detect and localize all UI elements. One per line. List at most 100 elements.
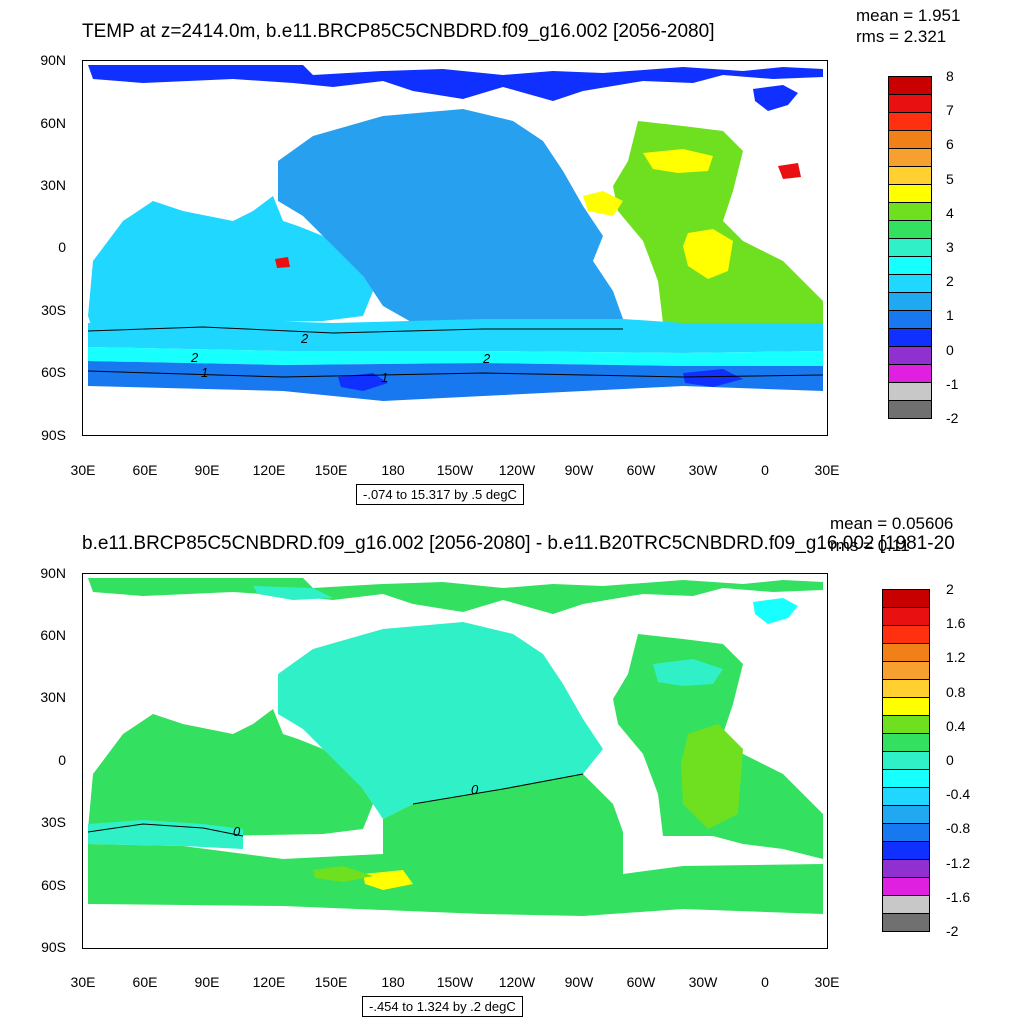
bottom-southern-light [313,866,373,882]
panel-bottom-colorbar-labels: 2 1.6 1.2 0.8 0.4 0 -0.4 -0.8 -1.2 -1.6 -2 [946,581,1016,941]
panel-bottom-lon-tick: 90W [564,974,594,990]
colorbar-label: -1.2 [946,854,971,871]
colorbar-cell [888,346,932,365]
panel-bottom-map-canvas: 0 0 [87,578,823,916]
panel-top-lon-tick: 60E [132,462,158,478]
panel-bottom-lon-tick: 120E [252,974,286,990]
bottom-contour-0-b [412,773,584,805]
top-contour-1 [87,370,824,378]
panel-top-lon-tick: 150W [436,462,474,478]
colorbar-cell [888,94,932,113]
panel-bottom-lat-tick: 60S [41,877,66,893]
colorbar-label: 3 [946,239,954,255]
bottom-contour-0 [87,823,244,837]
panel-bottom-lon-tick: 60W [626,974,656,990]
colorbar-label: 2 [946,273,954,290]
colorbar-cell [882,895,930,914]
colorbar-cell [888,238,932,257]
bottom-southern-green [88,844,823,916]
panel-bottom-lat-tick: 90S [41,939,66,955]
panel-bottom-lon-tick: 150W [436,974,474,990]
colorbar-cell [888,292,932,311]
colorbar-cell [882,787,930,806]
panel-bottom-lon-tick: 150E [314,974,348,990]
colorbar-cell [882,679,930,698]
panel-top-lat-tick: 30S [41,302,66,318]
top-red-spot-1 [275,257,290,268]
panel-bottom-colorbar [882,589,930,932]
colorbar-label: 1.6 [946,615,966,632]
colorbar-label: -1.6 [946,888,971,905]
bottom-contour-label: 0 [471,782,479,797]
colorbar-label: 2 [946,581,954,597]
panel-top-map-canvas: 2 2 1 2 1 [87,65,824,401]
panel-top-lat-tick: 60S [41,364,66,380]
colorbar-cell [882,661,930,680]
colorbar-cell [882,625,930,644]
top-contour-2 [87,326,623,334]
colorbar-cell [888,220,932,239]
bottom-southern-yellow [363,870,413,890]
top-red-spot-2 [778,163,801,179]
colorbar-label: -2 [946,410,959,426]
colorbar-label: 4 [946,204,954,221]
colorbar-label: 6 [946,136,954,153]
top-southern-band-light [88,319,823,353]
colorbar-cell [882,733,930,752]
colorbar-cell [888,328,932,347]
top-southern-band-cyan [88,347,823,366]
panel-bottom-mean: mean = 0.05606 [830,514,954,533]
colorbar-cell [888,76,932,95]
panel-top-colorbar [888,76,932,419]
panel-top-colorbar-labels: 8 7 6 5 4 3 2 1 0 -1 -2 [946,68,1006,428]
panel-top-lat-tick: 90S [41,427,66,443]
colorbar-cell [882,751,930,770]
colorbar-label: 1 [946,307,954,324]
colorbar-label: 0.4 [946,717,966,734]
panel-top-lat-tick: 60N [40,115,66,131]
top-contour-label: 2 [482,351,491,366]
panel-bottom-lon-tick: 30W [688,974,718,990]
colorbar-cell [882,805,930,824]
top-atlantic-tropical-yellow [683,229,733,279]
panel-top-lon-tick: 150E [314,462,348,478]
top-contour-label: 2 [300,331,309,346]
panel-bottom-map: 0 0 [82,573,828,949]
colorbar-cell [882,607,930,626]
colorbar-label: -0.4 [946,786,971,803]
top-arctic-patch [753,85,798,111]
panel-bottom-lon-tick: 120W [498,974,536,990]
panel-top-lon-tick: 30E [70,462,96,478]
panel-top-lon-tick: 30W [688,462,718,478]
top-southern-band-blue [88,361,823,401]
top-contour-label: 1 [201,365,208,380]
top-pacific-ocean [278,109,623,323]
top-ross-deep [338,373,388,391]
colorbar-cell [888,382,932,401]
bottom-contour-label: 0 [233,824,241,839]
colorbar-cell [882,913,930,932]
panel-top-lon-tick: 120W [498,462,536,478]
panel-top-mean: mean = 1.951 [856,6,961,25]
colorbar-label: 8 [946,68,954,84]
colorbar-cell [888,274,932,293]
bottom-atlantic-cyan [653,659,723,686]
panel-top-lon-tick: 90W [564,462,594,478]
bottom-pacific-ocean [278,622,603,819]
colorbar-cell [888,130,932,149]
bottom-arctic-patch [753,598,798,624]
colorbar-cell [888,256,932,275]
panel-bottom-lon-tick: 90E [194,974,220,990]
panel-top-rms: rms = 2.321 [856,27,947,46]
colorbar-cell [888,202,932,221]
colorbar-cell [888,148,932,167]
colorbar-label: -1 [946,375,959,392]
colorbar-label: 0.8 [946,683,966,700]
panel-bottom-lat-tick: 60N [40,627,66,643]
colorbar-cell [882,715,930,734]
colorbar-cell [882,769,930,788]
panel-bottom-rms: rms = 0.11 [830,536,910,555]
colorbar-cell [882,823,930,842]
panel-top-contour-info: -.074 to 15.317 by .5 degC [356,484,524,505]
panel-bottom-title: b.e11.BRCP85C5CNBDRD.f09_g16.002 [2056-2… [82,533,955,554]
